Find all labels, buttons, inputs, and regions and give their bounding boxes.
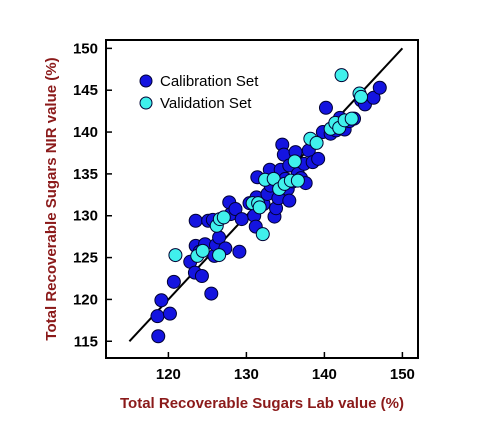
y-axis-title: Total Recoverable Sugars NIR value (%) [43,57,60,340]
validation-point [168,248,183,263]
x-tick-label: 150 [390,366,415,383]
validation-point [309,135,324,150]
calibration-point [204,286,219,301]
validation-point [290,173,305,188]
y-tick-label: 115 [74,333,98,350]
y-tick-label: 130 [73,208,98,225]
calibration-point [166,274,181,289]
y-tick-label: 125 [73,250,98,267]
y-tick-label: 145 [73,82,98,99]
x-tick-label: 120 [156,366,181,383]
validation-point [334,68,349,83]
y-tick-label: 120 [73,291,98,308]
legend: Calibration Set Validation Set [139,73,259,112]
calibration-point [162,306,177,321]
validation-point [195,243,210,258]
calibration-point [311,151,326,166]
legend-label-validation: Validation Set [160,95,252,112]
calibration-point [282,193,297,208]
calibration-point [232,244,247,259]
plot-frame [105,39,419,359]
y-tick-label: 135 [73,166,98,183]
x-axis-title: Total Recoverable Sugars Lab value (%) [120,395,404,412]
validation-point [216,210,231,225]
y-tick-label: 140 [73,124,98,141]
calibration-point [228,202,243,217]
calibration-point [194,268,209,283]
validation-point [252,200,267,215]
legend-marker-validation [139,96,153,110]
legend-label-calibration: Calibration Set [160,73,259,90]
validation-point [287,154,302,169]
calibration-point [151,329,166,344]
x-tick-label: 130 [234,366,259,383]
y-tick-label: 150 [73,40,98,57]
validation-point [212,248,227,263]
calibration-point [154,293,169,308]
x-tick-label: 140 [312,366,337,383]
calibration-point [318,100,333,115]
calibration-point [372,80,387,95]
legend-marker-calibration [139,74,153,88]
calibration-point [188,213,203,228]
calibration-point [234,212,249,227]
validation-point [255,227,270,242]
validation-point [344,111,359,126]
data-points [150,68,387,344]
axis-ticks: 120 130 140 150 115 120 125 130 135 140 145 150 [73,40,415,383]
calibration-point [150,309,165,324]
validation-point [354,89,369,104]
